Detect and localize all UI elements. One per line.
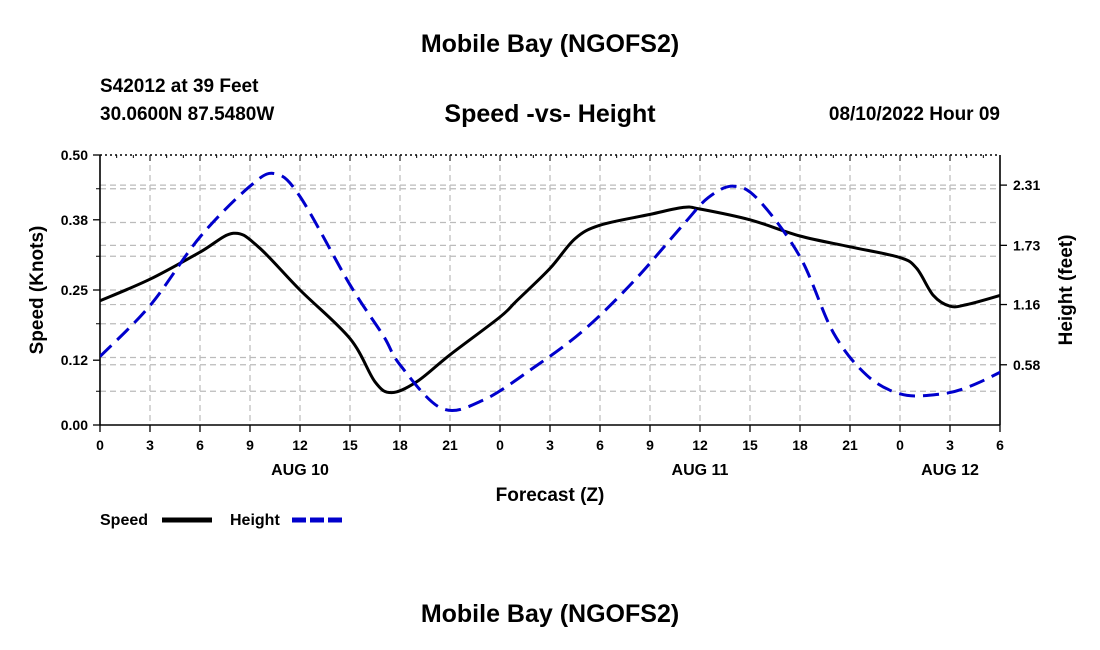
chart-title: Mobile Bay (NGOFS2): [420, 30, 680, 58]
x-tick-label: 9: [646, 437, 654, 453]
x-tick-label: 9: [246, 437, 254, 453]
chart-subtitle: Speed -vs- Height: [444, 100, 656, 128]
x-axis-label: Forecast (Z): [496, 485, 605, 506]
series-group: [100, 171, 1000, 413]
date-label: AUG 10: [271, 462, 329, 479]
right-y-tick-label: 1.73: [1013, 237, 1040, 253]
x-tick-label: 6: [196, 437, 204, 453]
footer-title: Mobile Bay (NGOFS2): [420, 600, 680, 628]
x-tick-label: 12: [292, 437, 308, 453]
x-tick-label: 6: [596, 437, 604, 453]
legend-label-speed: Speed: [100, 512, 148, 529]
left-y-tick-label: 0.00: [61, 417, 88, 433]
x-tick-label: 15: [342, 437, 358, 453]
x-tick-label: 18: [792, 437, 808, 453]
datetime-label: 08/10/2022 Hour 09: [828, 104, 1000, 125]
left-y-tick-label: 0.25: [61, 282, 88, 298]
x-tick-label: 3: [146, 437, 154, 453]
x-tick-label: 15: [742, 437, 758, 453]
left-y-tick-label: 0.50: [61, 147, 88, 163]
legend-label-height: Height: [230, 512, 280, 529]
left-y-axis-label: Speed (Knots): [27, 226, 48, 355]
x-tick-label: 21: [842, 437, 858, 453]
series-line-height: [100, 171, 1000, 413]
right-y-tick-label: 1.16: [1013, 297, 1040, 313]
right-y-tick-label: 0.58: [1013, 357, 1040, 373]
coordinates-label: 30.0600N 87.5480W: [100, 104, 275, 125]
right-y-axis-label: Height (feet): [1056, 235, 1077, 346]
x-tick-label: 12: [692, 437, 708, 453]
series-line-speed: [100, 205, 1000, 395]
date-label: AUG 11: [672, 462, 729, 479]
legend: Speed Height: [100, 512, 342, 529]
x-tick-label: 21: [442, 437, 458, 453]
x-tick-label: 0: [96, 437, 104, 453]
station-label: S42012 at 39 Feet: [100, 76, 259, 97]
x-tick-label: 18: [392, 437, 408, 453]
x-tick-label: 3: [946, 437, 954, 453]
x-tick-label: 6: [996, 437, 1004, 453]
right-y-tick-label: 2.31: [1013, 177, 1040, 193]
left-y-tick-label: 0.12: [61, 352, 88, 368]
date-label: AUG 12: [921, 462, 979, 479]
x-tick-label: 0: [896, 437, 904, 453]
x-tick-label: 3: [546, 437, 554, 453]
x-tick-label: 0: [496, 437, 504, 453]
left-y-tick-label: 0.38: [61, 212, 88, 228]
